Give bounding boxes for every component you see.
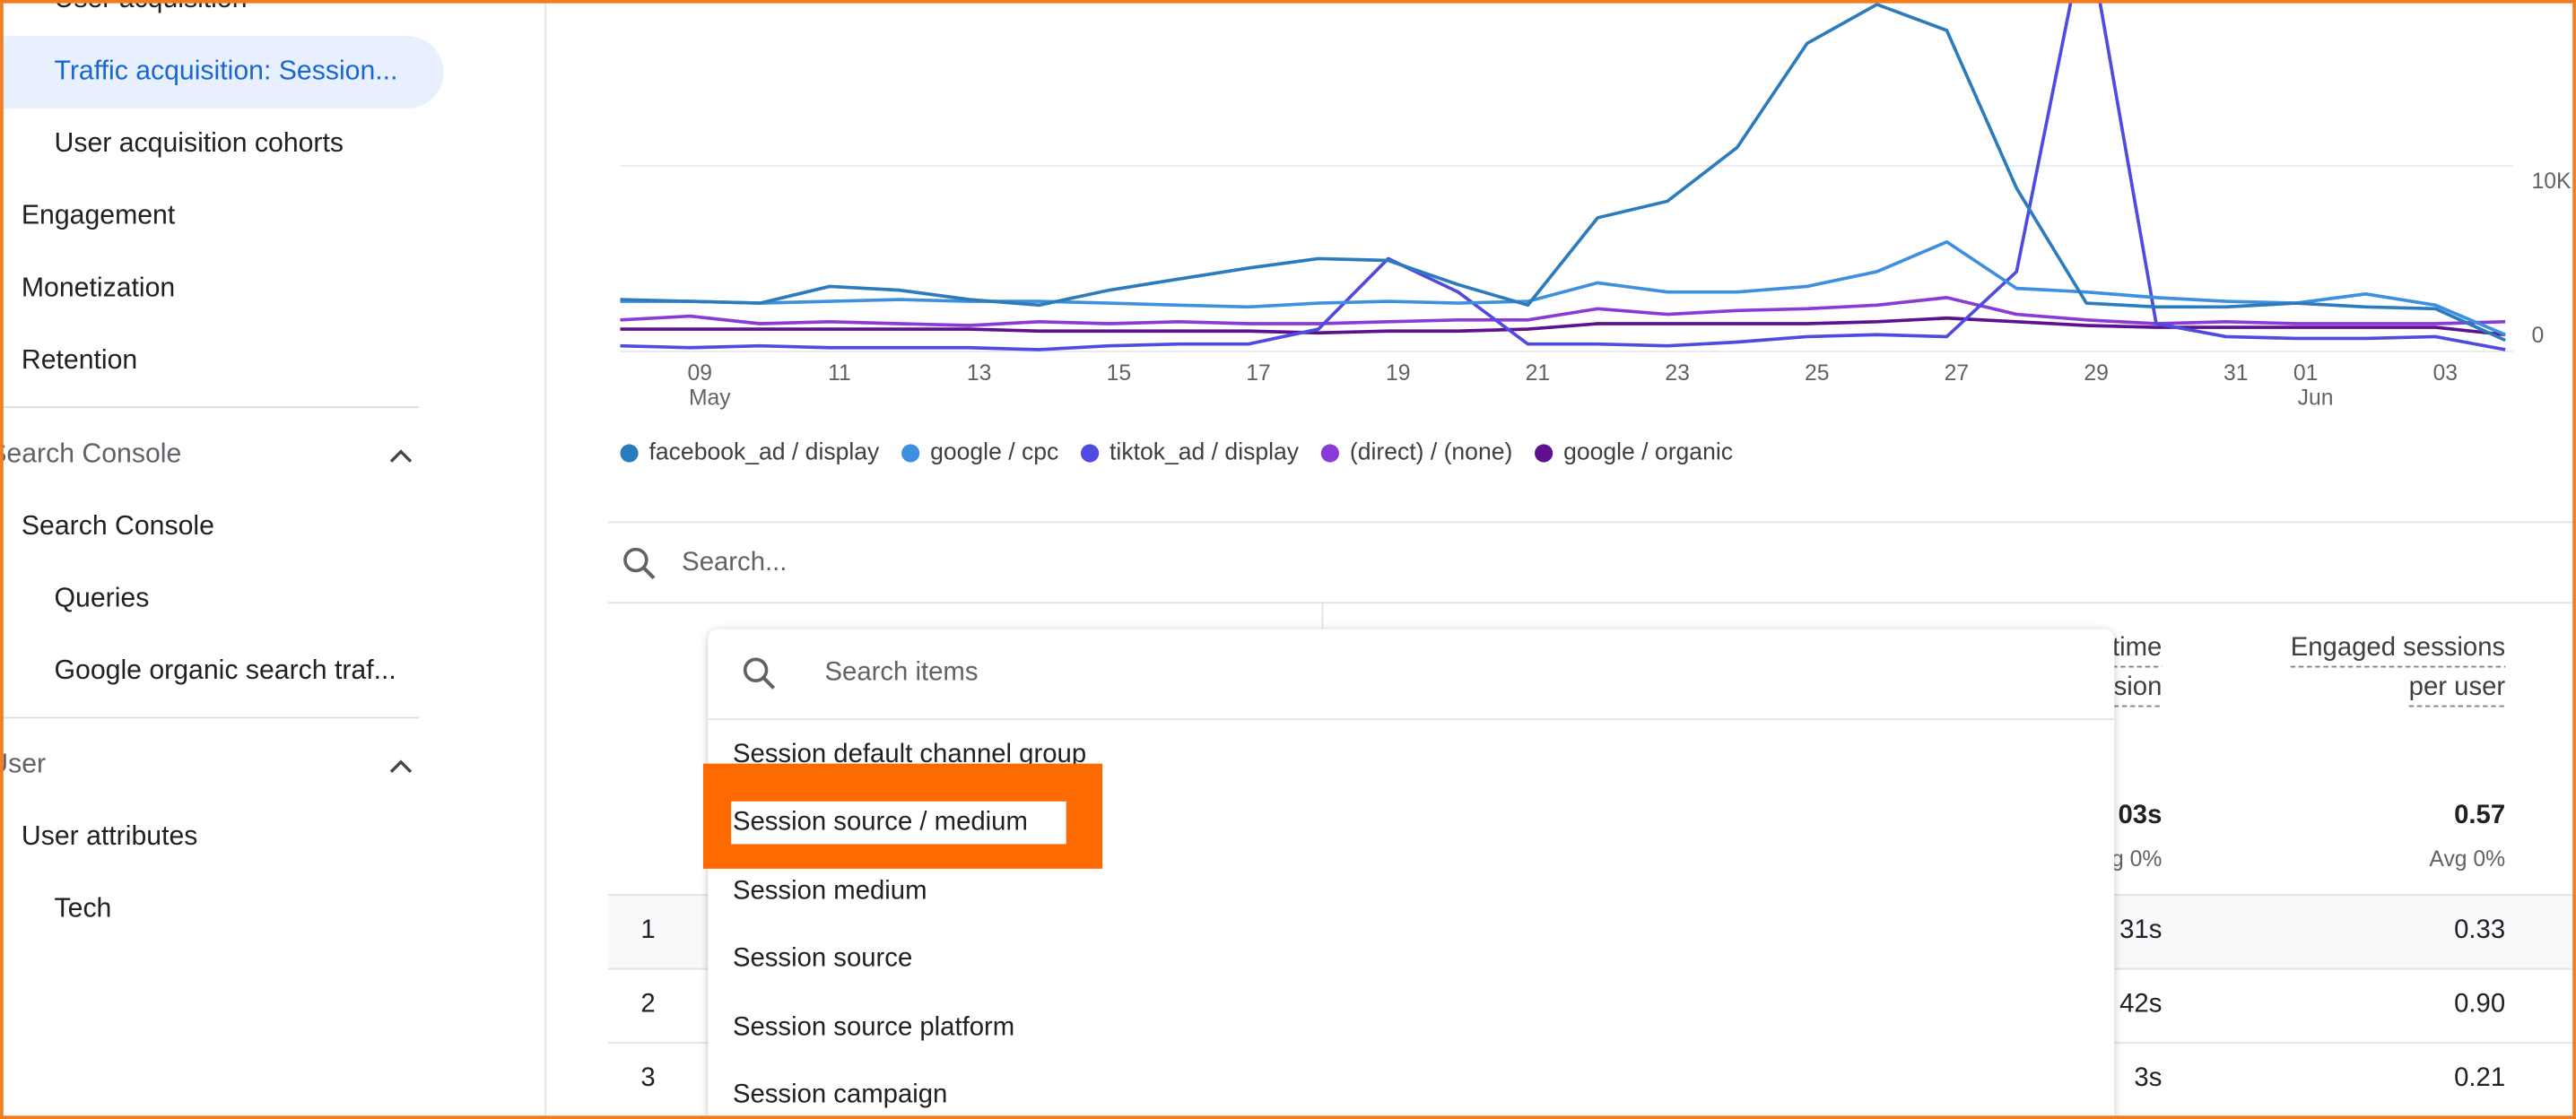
search-icon-handle	[762, 676, 776, 690]
dropdown-item[interactable]: Session source platform	[733, 1011, 1014, 1041]
chevron-up	[389, 449, 413, 463]
dropdown-search-icon	[743, 657, 776, 690]
x-tick-label: 11	[828, 361, 851, 386]
legend-label[interactable]: google / organic	[1563, 438, 1733, 465]
legend-label[interactable]: tiktok_ad / display	[1110, 438, 1300, 465]
total-value: 03s	[2118, 800, 2162, 829]
series-line	[620, 3, 2506, 343]
nav-item[interactable]: Tech	[55, 894, 112, 924]
x-tick-label: 27	[1945, 361, 1969, 386]
nav-item[interactable]: Engagement	[22, 201, 176, 230]
cell: 0.33	[2454, 915, 2505, 944]
column-header[interactable]: per user	[2409, 672, 2506, 701]
column-header[interactable]: time	[2112, 632, 2162, 662]
nav-item[interactable]: Queries	[55, 583, 150, 612]
search-icon-handle	[642, 567, 656, 580]
nav-item[interactable]: Retention	[22, 345, 137, 375]
y-tick-label: 0	[2531, 324, 2544, 348]
x-tick-sublabel: May	[689, 386, 731, 411]
dropdown-item[interactable]: Session source / medium	[733, 806, 1028, 836]
nav-section-title[interactable]: Search Console	[0, 438, 181, 468]
cell: 31s	[2119, 915, 2162, 944]
legend-dot	[901, 444, 920, 463]
row-index: 2	[640, 989, 655, 1019]
cell: 0.90	[2454, 989, 2505, 1019]
legend-dot	[1081, 444, 1100, 463]
legend-dot	[620, 444, 639, 463]
x-tick-label: 13	[967, 361, 992, 386]
search-icon-lens	[743, 657, 769, 682]
series-line	[620, 239, 2506, 336]
x-tick-label: 15	[1107, 361, 1132, 386]
series-line	[620, 0, 2506, 351]
search-icon-lens	[623, 547, 648, 573]
row-index: 3	[640, 1063, 655, 1092]
chevron-up	[389, 759, 413, 773]
nav-item[interactable]: Traffic acquisition: Session...	[55, 56, 398, 86]
dropdown-item[interactable]: Session medium	[733, 875, 927, 905]
dropdown-search-input[interactable]: Search items	[825, 657, 979, 687]
column-header[interactable]: sion	[2114, 672, 2163, 701]
nav-item[interactable]: Google organic search traf...	[55, 655, 396, 685]
total-value: 0.57	[2454, 800, 2505, 829]
row-index: 1	[640, 915, 655, 944]
nav-item[interactable]: User acquisition	[55, 0, 248, 13]
x-tick-label: 01	[2293, 361, 2318, 386]
series-line	[620, 316, 2506, 337]
search-icon	[623, 547, 656, 580]
series-line	[620, 296, 2506, 327]
x-tick-label: 17	[1246, 361, 1271, 386]
nav-item[interactable]: Monetization	[22, 273, 175, 302]
x-tick-label: 21	[1526, 361, 1551, 386]
dropdown-item[interactable]: Session source	[733, 942, 912, 972]
legend-dot	[1320, 444, 1339, 463]
dropdown-panel	[708, 629, 2115, 1119]
column-header[interactable]: Engaged sessions	[2291, 632, 2505, 662]
search-input[interactable]: Search...	[682, 547, 787, 577]
x-tick-label: 23	[1665, 361, 1690, 386]
x-tick-label: 31	[2224, 361, 2249, 386]
nav-item[interactable]: User acquisition cohorts	[55, 128, 344, 158]
cell: 3s	[2134, 1063, 2162, 1092]
x-tick-label: 03	[2433, 361, 2458, 386]
nav-item-selected-bg	[0, 36, 444, 108]
x-tick-sublabel: Jun	[2298, 386, 2334, 411]
legend-label[interactable]: facebook_ad / display	[649, 438, 881, 465]
total-comparison: g 0%	[2111, 847, 2162, 872]
total-comparison: Avg 0%	[2429, 847, 2505, 872]
dropdown-item[interactable]: Session campaign	[733, 1079, 947, 1108]
nav-item[interactable]: Search Console	[22, 511, 214, 541]
cell: 42s	[2119, 989, 2162, 1019]
x-tick-label: 25	[1805, 361, 1830, 386]
x-tick-label: 09	[688, 361, 713, 386]
y-tick-label: 10K	[2531, 169, 2571, 194]
cell: 0.21	[2454, 1063, 2505, 1092]
x-tick-label: 19	[1386, 361, 1411, 386]
nav-section-title[interactable]: User	[0, 749, 46, 778]
y-tick-label: 20K	[2531, 0, 2571, 8]
nav-item[interactable]: User attributes	[22, 821, 198, 851]
x-tick-label: 29	[2084, 361, 2109, 386]
legend-label[interactable]: (direct) / (none)	[1350, 438, 1512, 465]
highlight-inner	[731, 801, 1066, 845]
legend-label[interactable]: google / cpc	[930, 438, 1058, 465]
legend-dot	[1535, 444, 1553, 463]
